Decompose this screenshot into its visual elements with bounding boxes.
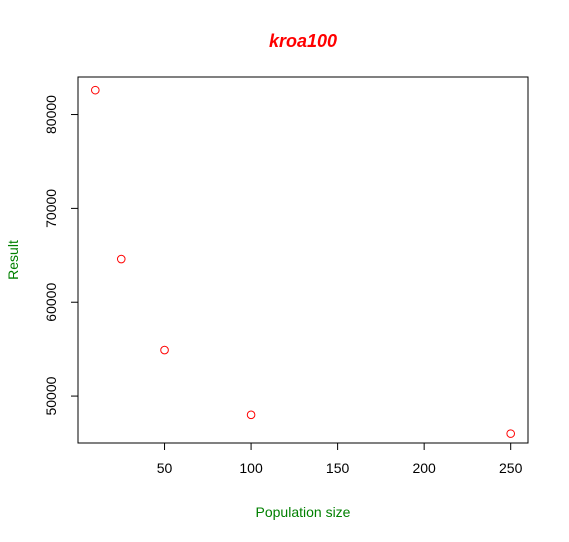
data-point [506, 429, 515, 438]
y-tick-label: 70000 [43, 189, 59, 228]
x-axis-label: Population size [256, 504, 351, 520]
y-axis: 50000 60000 70000 80000 [43, 95, 78, 416]
x-axis: 50 100 150 200 250 [157, 443, 523, 476]
data-point [160, 345, 169, 355]
data-point [116, 254, 126, 264]
x-tick-label: 200 [412, 460, 436, 476]
plot-frame [77, 76, 529, 444]
x-tick-label: 100 [239, 460, 263, 476]
y-tick-label: 50000 [43, 376, 59, 415]
y-tick-label: 80000 [43, 95, 59, 134]
y-axis-label: Result [5, 240, 21, 280]
data-points [91, 85, 515, 438]
chart-title: kroa100 [269, 31, 337, 51]
data-point [91, 85, 100, 95]
x-tick-label: 50 [157, 460, 173, 476]
y-tick-label: 60000 [43, 283, 59, 322]
x-tick-label: 250 [499, 460, 523, 476]
x-tick-label: 150 [326, 460, 350, 476]
data-point [246, 410, 256, 420]
